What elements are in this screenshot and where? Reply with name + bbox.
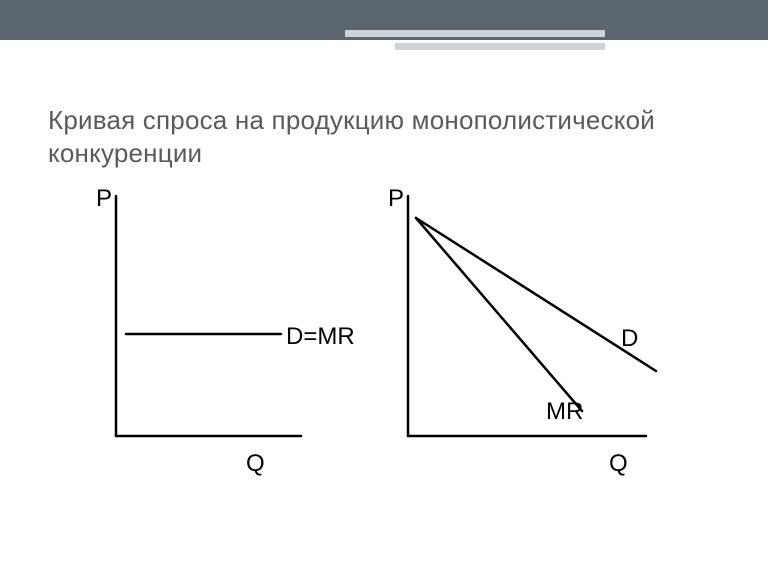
header-accent-1 bbox=[345, 30, 605, 37]
slide: Кривая спроса на продукцию монополистиче… bbox=[0, 0, 768, 576]
left-P-label: P bbox=[96, 186, 112, 212]
right-MR-line bbox=[416, 218, 582, 411]
right-D-label: D bbox=[621, 325, 638, 352]
header-accent-2 bbox=[395, 43, 605, 50]
left-d-mr-label: D=MR bbox=[286, 323, 355, 350]
right-P-label: P bbox=[388, 186, 404, 212]
right-Q-label: Q bbox=[609, 450, 628, 477]
charts-container: P Q D=MR P Q D MR bbox=[56, 186, 676, 491]
right-MR-label: MR bbox=[546, 398, 583, 425]
right-D-line bbox=[416, 218, 656, 371]
slide-title: Кривая спроса на продукцию монополистиче… bbox=[48, 104, 688, 169]
left-Q-label: Q bbox=[246, 450, 265, 477]
charts-svg: P Q D=MR P Q D MR bbox=[56, 186, 676, 486]
